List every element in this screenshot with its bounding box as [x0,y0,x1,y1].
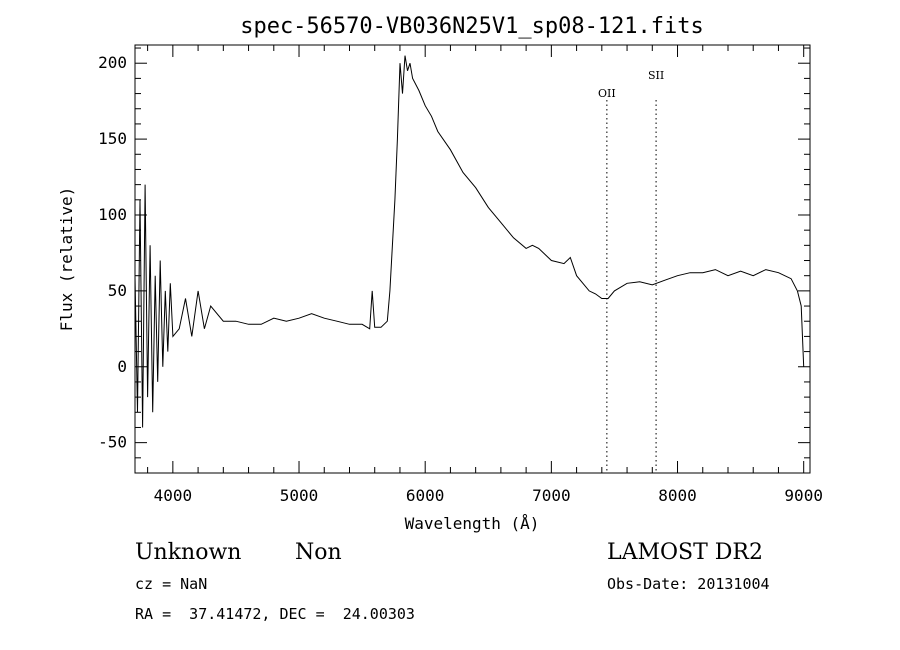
line-annotations: OII SII [598,69,664,473]
x-tick-label: 7000 [532,486,571,505]
annotation-label: OII [598,87,616,100]
obs-date: Obs-Date: 20131004 [607,575,770,593]
x-axis-label: Wavelength (Å) [405,514,540,533]
x-axis: 4000 5000 6000 7000 8000 9000 [147,45,823,505]
y-tick-label: 0 [117,357,127,376]
y-tick-label: -50 [98,433,127,452]
y-tick-label: 50 [108,281,127,300]
y-tick-label: 200 [98,53,127,72]
x-tick-label: 8000 [658,486,697,505]
redshift-cz: cz = NaN [135,575,208,593]
y-axis: -50 0 50 100 150 200 [98,47,810,474]
x-tick-label: 9000 [784,486,823,505]
survey-name: LAMOST DR2 [607,540,763,565]
object-subclass: Non [295,540,342,565]
chart-title: spec-56570-VB036N25V1_sp08-121.fits [240,14,704,39]
coordinates: RA = 37.41472, DEC = 24.00303 [135,605,415,623]
plot-frame [134,44,811,474]
spectrum-series-line [134,55,805,428]
x-tick-label: 4000 [154,486,193,505]
y-tick-label: 100 [98,205,127,224]
annotation-label: SII [648,69,664,82]
x-tick-label: 6000 [406,486,445,505]
object-class: Unknown [135,540,242,565]
y-tick-label: 150 [98,129,127,148]
y-axis-label: Flux (relative) [57,187,76,332]
x-tick-label: 5000 [280,486,319,505]
